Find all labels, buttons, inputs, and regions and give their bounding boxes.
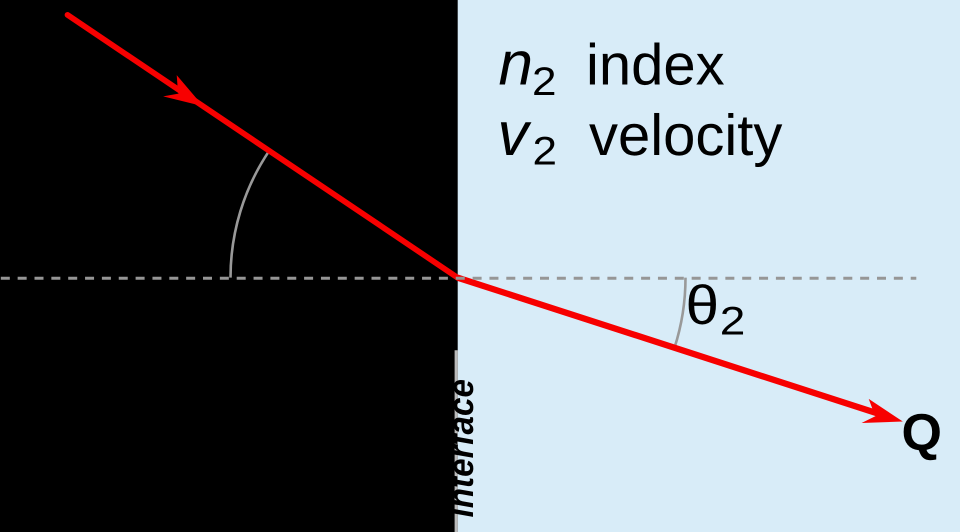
- svg-text:interface: interface: [440, 379, 481, 518]
- svg-text:2: 2: [533, 130, 558, 174]
- svg-text:v: v: [498, 100, 532, 169]
- svg-text:Q: Q: [902, 404, 942, 462]
- svg-text:2: 2: [720, 300, 746, 344]
- svg-text:2: 2: [532, 60, 557, 104]
- svg-text:θ: θ: [686, 274, 720, 336]
- svg-text:index: index: [586, 33, 725, 98]
- svg-text:velocity: velocity: [589, 103, 782, 168]
- svg-text:n: n: [499, 30, 533, 99]
